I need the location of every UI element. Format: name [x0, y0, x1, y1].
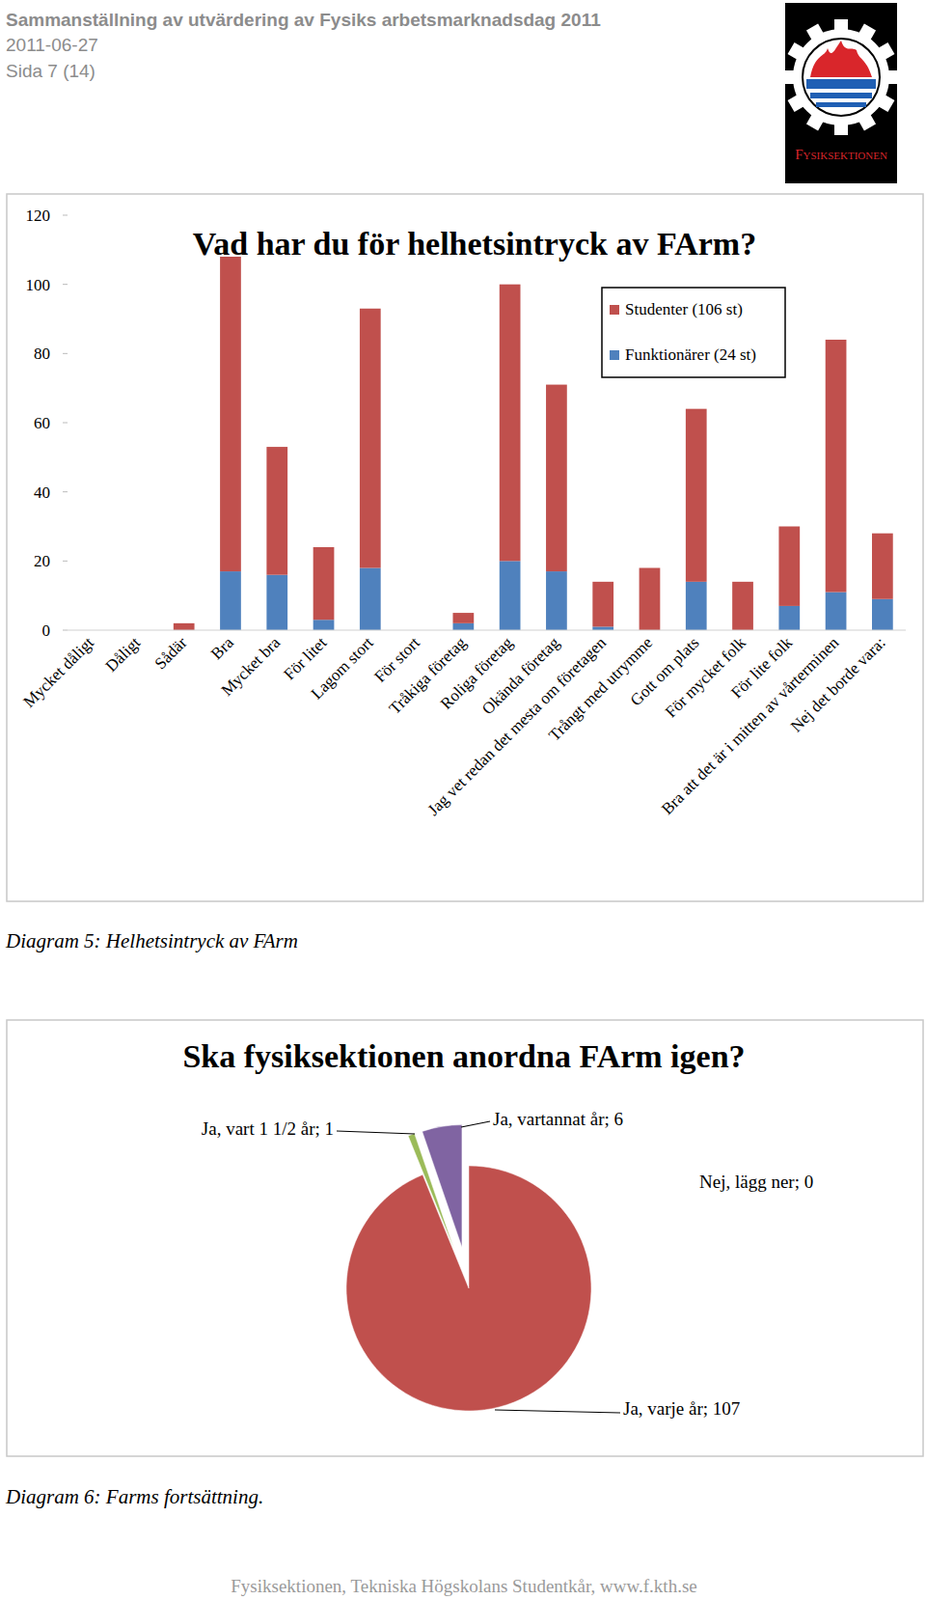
bar	[219, 256, 242, 572]
y-tick-label: 80	[33, 344, 51, 363]
y-tick	[62, 490, 68, 492]
y-tick-label: 120	[26, 206, 52, 225]
legend-label: Funktionärer (24 st)	[625, 345, 757, 364]
bar	[359, 568, 382, 631]
pie-slice	[346, 1165, 592, 1411]
x-tick-label: Dåligt	[102, 632, 145, 676]
logo-gear	[792, 28, 890, 126]
y-tick	[62, 215, 68, 217]
footer: Fysiksektionen, Tekniska Högskolans Stud…	[230, 1575, 697, 1596]
bar	[592, 626, 614, 630]
bar	[825, 339, 847, 593]
y-tick	[62, 560, 68, 562]
bar	[685, 581, 708, 630]
bar	[545, 571, 568, 630]
y-tick	[62, 422, 68, 424]
bar	[313, 546, 335, 620]
bar	[266, 574, 288, 630]
logo-text: Fysiksektionen	[794, 146, 888, 163]
logo-wave	[816, 102, 867, 108]
legend-box	[601, 287, 786, 378]
y-tick-label: 40	[33, 483, 51, 502]
x-tick-label: För mycket folk	[661, 632, 750, 721]
leader-line	[461, 1120, 491, 1127]
x-tick-label: Mycket bra	[217, 632, 285, 700]
x-axis	[67, 629, 906, 631]
bar	[499, 560, 521, 630]
y-tick-label: 60	[33, 413, 51, 433]
y-tick-label: 0	[42, 621, 52, 640]
caption: Diagram 5: Helhetsintryck av FArm	[4, 928, 299, 953]
chart-frame	[6, 1019, 924, 1456]
logo-wave	[806, 79, 876, 89]
chart-title: Vad har du för helhetsintryck av FArm?	[192, 225, 757, 262]
header-title: Sammanställning av utvärdering av Fysiks…	[5, 9, 601, 30]
leader-line	[336, 1130, 415, 1134]
y-tick	[62, 353, 68, 355]
bar	[778, 605, 800, 630]
legend-swatch	[609, 304, 620, 315]
bar	[313, 619, 335, 630]
y-tick-label: 20	[33, 551, 51, 571]
legend: Studenter (106 st) Funktionärer (24 st)	[601, 287, 786, 378]
bar	[592, 581, 614, 627]
leader-line	[494, 1409, 621, 1413]
data-label: Nej, lägg ner; 0	[699, 1171, 814, 1192]
x-tick-label: Sådär	[151, 632, 191, 673]
bar	[219, 571, 242, 630]
logo-ring	[802, 38, 880, 116]
bar	[732, 581, 754, 630]
logo: Fysiksektionen	[783, 2, 899, 184]
bar	[499, 284, 521, 562]
header-page: Sida 7 (14)	[5, 60, 96, 82]
bar	[359, 308, 382, 569]
legend-swatch	[609, 350, 620, 360]
bar	[825, 592, 847, 630]
data-label: Ja, vart 1 1/2 år; 1	[201, 1117, 334, 1139]
bar	[452, 623, 474, 630]
bar	[871, 533, 894, 600]
y-tick-label: 100	[26, 275, 52, 295]
x-tick-label: Bra att det är i mitten av vårterminen	[657, 632, 844, 818]
logo-background	[785, 2, 898, 184]
bar	[545, 384, 568, 572]
page: Sammanställning av utvärdering av Fysiks…	[0, 0, 926, 1600]
legend-label: Studenter (106 st)	[625, 299, 743, 319]
bar	[871, 599, 894, 630]
pie	[346, 1124, 592, 1411]
y-tick	[62, 283, 68, 285]
pie-slice	[422, 1124, 463, 1248]
data-label: Ja, varje år; 107	[623, 1397, 740, 1418]
chart-frame	[6, 193, 924, 901]
x-tick-label: Nej det borde vara:	[787, 632, 890, 736]
caption: Diagram 6: Farms fortsättning.	[4, 1484, 264, 1508]
bar	[685, 408, 708, 582]
y-tick	[62, 629, 68, 631]
bars	[173, 256, 894, 630]
logo-flames	[810, 40, 872, 78]
chart-title: Ska fysiksektionen anordna FArm igen?	[182, 1037, 745, 1074]
bar	[452, 612, 474, 624]
bar	[266, 446, 288, 575]
bar	[778, 526, 800, 606]
data-label: Ja, vartannat år; 6	[492, 1108, 624, 1129]
x-tick-label: Okända företag	[478, 632, 564, 718]
bar	[173, 623, 195, 630]
bar	[639, 568, 661, 631]
logo-wave	[810, 92, 872, 99]
x-tick-label: Lagom stort	[307, 632, 378, 703]
x-tick-label: Mycket dåligt	[19, 632, 98, 711]
x-tick-label: Bra	[207, 632, 238, 663]
header-date: 2011-06-27	[5, 34, 99, 55]
x-tick-label: Jag vet redan det mesta om företagen	[424, 632, 611, 819]
